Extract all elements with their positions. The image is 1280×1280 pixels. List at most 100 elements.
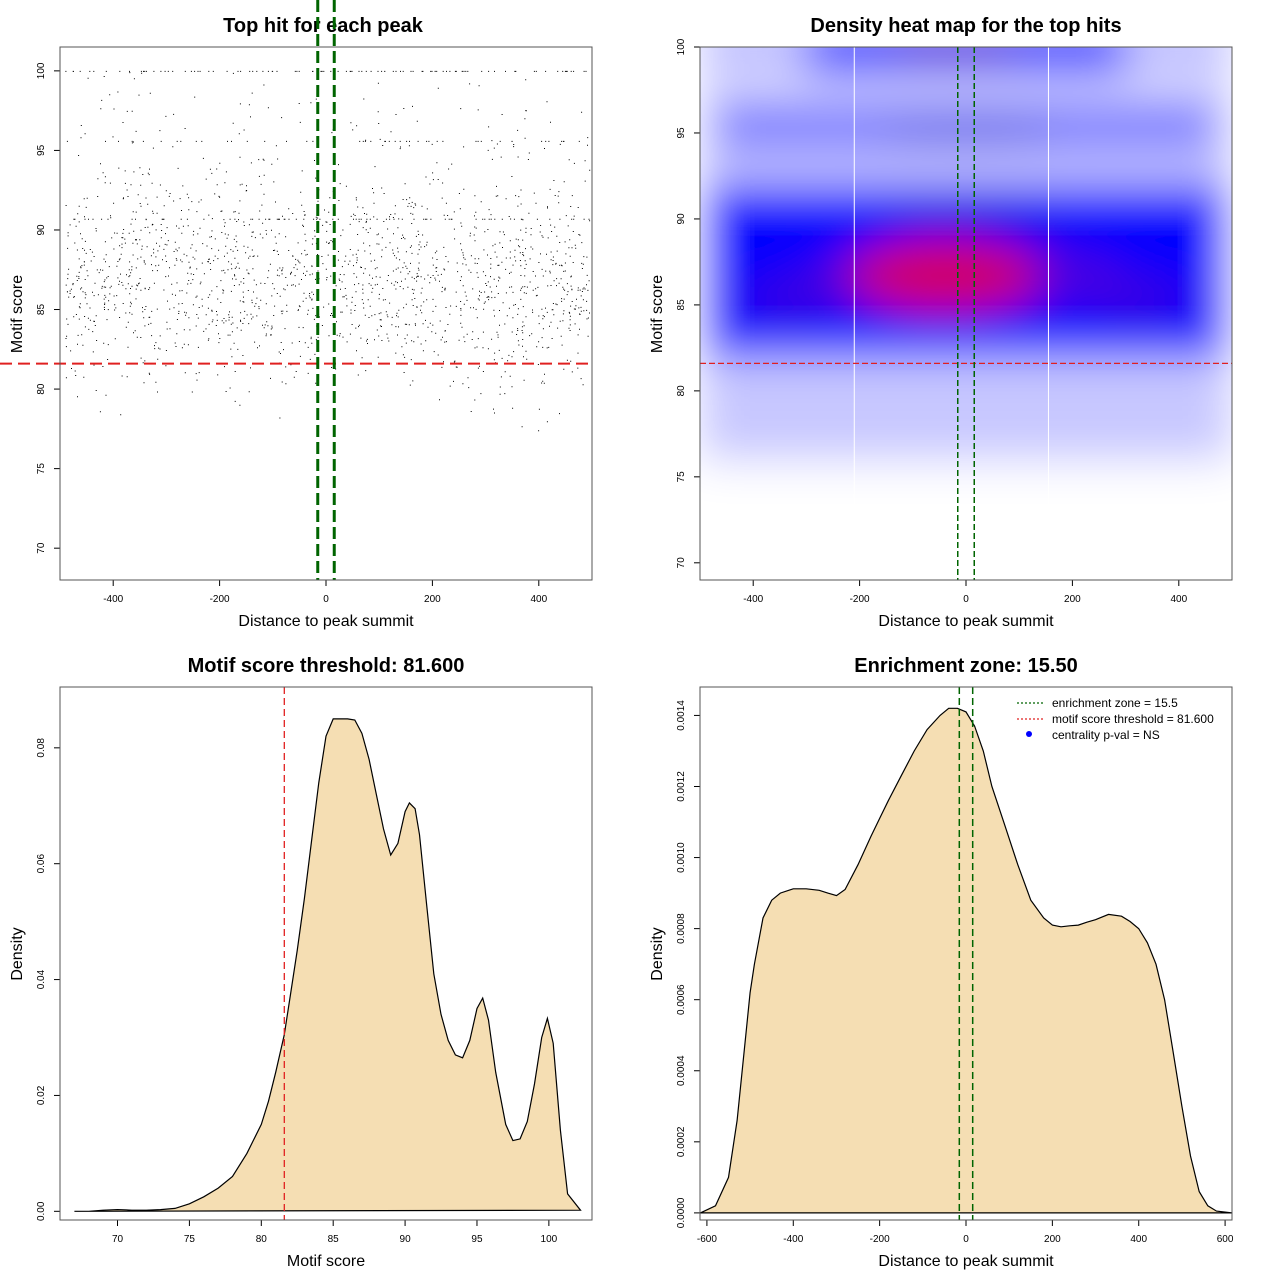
scatter-axes: -400 -200 0 200 400 70 75 80 85 90 95 100 (36, 62, 548, 605)
legend-label: centrality p-val = NS (1052, 728, 1160, 742)
legend-item-threshold: motif score threshold = 81.600 (1017, 712, 1214, 726)
score-density-x-axis-label: Motif score (287, 1253, 365, 1270)
x-tick-label: 100 (541, 1234, 558, 1245)
score-density-plot-frame (59, 686, 593, 1221)
y-tick-label: 0.0002 (676, 1126, 687, 1157)
scatter-title: Top hit for each peak (223, 15, 424, 37)
scatter-y-axis-label: Motif score (9, 275, 26, 353)
x-tick-label: 70 (112, 1234, 124, 1245)
x-tick-label: 400 (1130, 1234, 1147, 1245)
y-tick-label: 0.08 (36, 738, 47, 758)
legend-label: enrichment zone = 15.5 (1052, 696, 1178, 710)
y-tick-label: 0.0010 (676, 842, 687, 873)
x-tick-label: 0 (963, 1234, 969, 1245)
y-tick-label: 0.0014 (676, 700, 687, 731)
x-tick-label: 600 (1217, 1234, 1234, 1245)
score-density-curve (74, 718, 582, 1212)
density-area (74, 718, 581, 1212)
legend-item-enrichment-zone: enrichment zone = 15.5 (1017, 696, 1178, 710)
y-tick-label: 80 (36, 383, 47, 395)
x-tick-label: 85 (328, 1234, 340, 1245)
x-tick-label: -400 (783, 1234, 803, 1245)
heatmap-density (700, 47, 1232, 580)
y-tick-label: 80 (676, 385, 687, 397)
distance-density-y-axis-label: Density (649, 927, 666, 980)
y-tick-label: 0.0006 (676, 984, 687, 1015)
x-tick-label: 200 (424, 594, 441, 605)
y-tick-label: 0.04 (36, 969, 47, 989)
y-tick-label: 90 (36, 224, 47, 236)
y-tick-label: 0.0008 (676, 913, 687, 944)
distance-density-axes: -600 -400 -200 0 200 400 600 0.0000 0.0002 0.0004… (676, 700, 1234, 1245)
scatter-plot-frame (59, 46, 593, 581)
legend-label: motif score threshold = 81.600 (1052, 712, 1214, 726)
legend-item-centrality: centrality p-val = NS (1026, 728, 1160, 742)
heat-peak-top (885, 47, 1026, 59)
heatmap-y-axis-label: Motif score (649, 275, 666, 353)
density-line (74, 718, 582, 1212)
score-density-panel: Motif score threshold: 81.600 Motif scor… (9, 655, 593, 1270)
y-tick-label: 70 (36, 542, 47, 554)
legend: enrichment zone = 15.5 motif score thres… (1017, 696, 1214, 742)
heatmap-white-gridlines (853, 47, 1049, 580)
x-tick-label: -200 (210, 594, 230, 605)
heatmap-plot-frame (699, 46, 1233, 581)
heat-peak-band (876, 119, 1056, 140)
distance-density-zone-lines (958, 687, 974, 1220)
y-tick-label: 70 (676, 557, 687, 569)
heatmap-x-axis-label: Distance to peak summit (878, 613, 1054, 630)
heat-peak-medium (1091, 278, 1192, 315)
distance-density-plot-frame (699, 686, 1233, 1221)
x-tick-label: 200 (1064, 594, 1081, 605)
y-tick-label: 85 (36, 304, 47, 316)
y-tick-label: 0.02 (36, 1085, 47, 1105)
x-tick-label: 400 (1170, 594, 1187, 605)
distance-density-curve (700, 707, 1232, 1214)
x-tick-label: 200 (1044, 1234, 1061, 1245)
score-density-y-axis-label: Density (9, 927, 26, 980)
x-tick-label: 90 (400, 1234, 412, 1245)
x-tick-label: 75 (184, 1234, 196, 1245)
y-tick-label: 90 (676, 213, 687, 225)
scatter-reference-lines (0, 0, 592, 580)
x-tick-label: -200 (870, 1234, 890, 1245)
score-density-title: Motif score threshold: 81.600 (188, 655, 465, 677)
y-tick-label: 85 (676, 299, 687, 311)
x-tick-label: 0 (323, 594, 329, 605)
scatter-panel: Top hit for each peak Distance to peak s… (0, 0, 593, 630)
y-tick-label: 0.06 (36, 854, 47, 874)
x-tick-label: 95 (471, 1234, 483, 1245)
density-area (700, 708, 1232, 1213)
heatmap-axes: -400 -200 0 200 400 70 75 80 85 90 95 100 (676, 38, 1188, 605)
y-tick-label: 75 (36, 463, 47, 475)
y-tick-label: 100 (676, 38, 687, 55)
x-tick-label: -600 (697, 1234, 717, 1245)
heat-peak-medium (740, 278, 841, 315)
x-tick-label: -400 (743, 594, 763, 605)
y-tick-label: 75 (676, 471, 687, 483)
y-tick-label: 0.0000 (676, 1197, 687, 1228)
distance-density-x-axis-label: Distance to peak summit (878, 1253, 1054, 1270)
y-tick-label: 95 (676, 127, 687, 139)
y-tick-label: 0.0012 (676, 771, 687, 802)
heatmap-panel: Density heat map for the top hits Distan… (649, 15, 1233, 630)
x-tick-label: 80 (256, 1234, 268, 1245)
distance-density-title: Enrichment zone: 15.50 (854, 655, 1077, 677)
heatmap-title: Density heat map for the top hits (810, 15, 1121, 37)
scatter-x-axis-label: Distance to peak summit (238, 613, 414, 630)
x-tick-label: -200 (850, 594, 870, 605)
score-density-axes: 70 75 80 85 90 95 100 0.00 0.02 0.04 0.06 0.08 (36, 738, 558, 1245)
distance-density-panel: Enrichment zone: 15.50 Distance to peak … (649, 655, 1234, 1270)
y-tick-label: 100 (36, 62, 47, 79)
heat-peak-halo (804, 245, 1125, 306)
density-line (700, 707, 1232, 1214)
y-tick-label: 0.0004 (676, 1055, 687, 1086)
x-tick-label: 0 (963, 594, 969, 605)
legend-swatch-blue-point (1026, 731, 1032, 737)
x-tick-label: -400 (103, 594, 123, 605)
heatmap-reference-lines (700, 47, 1232, 580)
x-tick-label: 400 (530, 594, 547, 605)
y-tick-label: 0.00 (36, 1201, 47, 1221)
y-tick-label: 95 (36, 144, 47, 156)
